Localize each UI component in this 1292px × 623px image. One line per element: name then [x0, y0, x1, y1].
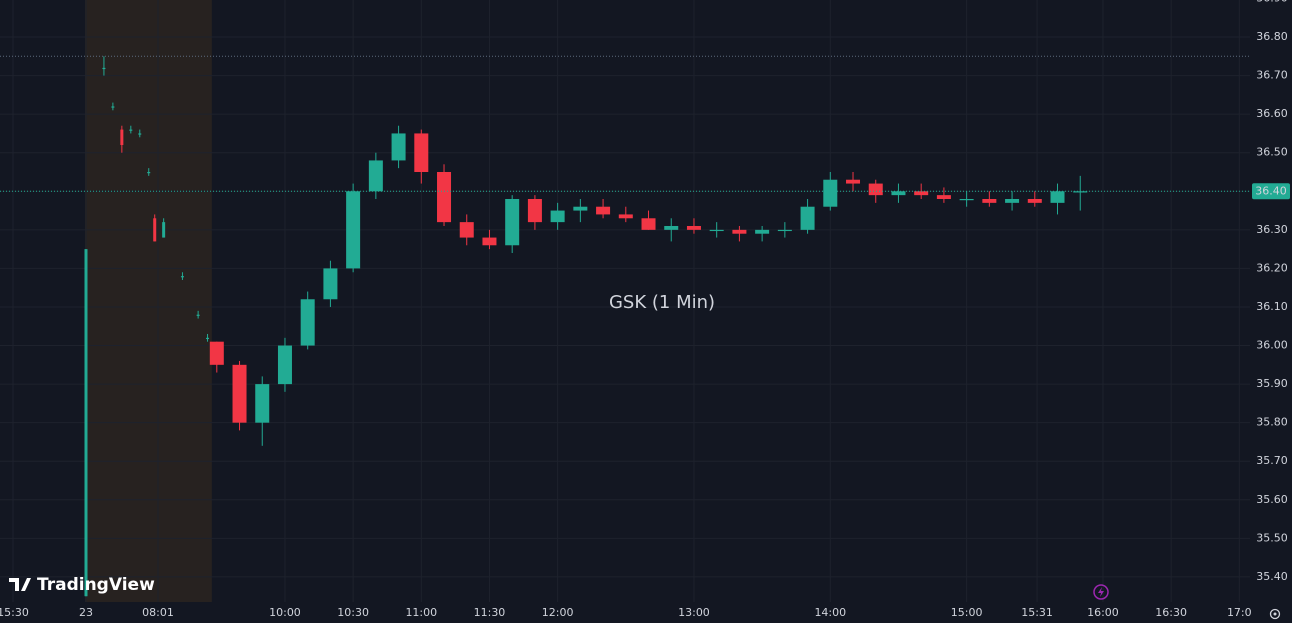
x-tick-label: 11:30	[474, 606, 506, 619]
candle-body	[138, 133, 142, 135]
y-tick-label: 36.50	[1256, 146, 1288, 159]
y-tick-label: 35.40	[1256, 570, 1288, 583]
candle-body	[1027, 198, 1042, 203]
candle-body	[368, 160, 383, 192]
candle-body	[147, 172, 151, 174]
candle-body	[255, 384, 270, 423]
candle-body	[618, 214, 633, 219]
candle-body	[982, 198, 997, 203]
candle-body	[800, 206, 815, 230]
candle-body	[573, 206, 588, 211]
x-tick-label: 10:30	[337, 606, 369, 619]
y-tick-label: 36.30	[1256, 223, 1288, 236]
x-tick-label: 23	[79, 606, 93, 619]
candle-body	[232, 364, 247, 423]
candle-body	[102, 67, 106, 70]
x-tick-label: 17:0	[1227, 606, 1252, 619]
y-tick-label: 36.80	[1256, 30, 1288, 43]
last-price-badge	[1252, 183, 1290, 200]
candle-body	[936, 195, 951, 199]
y-tick-label: 36.10	[1256, 300, 1288, 313]
brand-text: TradingView	[37, 575, 155, 595]
candle-body	[777, 229, 792, 232]
x-tick-label: 12:00	[542, 606, 574, 619]
x-tick-label: 13:00	[678, 606, 710, 619]
candle-body	[550, 210, 565, 223]
watermark-title: GSK (1 Min)	[609, 292, 715, 313]
x-tick-label: 15:30	[0, 606, 29, 619]
y-tick-label: 35.70	[1256, 454, 1288, 467]
logo-icon	[9, 578, 31, 591]
y-tick-label: 36.70	[1256, 69, 1288, 82]
y-tick-label: 35.50	[1256, 531, 1288, 544]
candle-body	[959, 198, 974, 201]
candle-body	[437, 172, 452, 223]
candle-body	[664, 225, 679, 230]
extended-hours-band	[85, 0, 212, 602]
x-tick-label: 16:00	[1087, 606, 1119, 619]
candle-body	[459, 222, 474, 238]
candle-body	[755, 229, 770, 234]
y-tick-label: 36.00	[1256, 339, 1288, 352]
candle-body	[206, 337, 210, 340]
x-tick-label: 16:30	[1155, 606, 1187, 619]
candle-body	[709, 229, 724, 232]
candle-body	[732, 229, 747, 234]
candle-body	[391, 133, 406, 161]
candle-body	[153, 218, 157, 242]
candle-body	[162, 222, 166, 238]
candle-body	[84, 249, 88, 597]
candle-body	[1005, 198, 1020, 203]
candle-body	[180, 276, 184, 278]
candle-body	[641, 218, 656, 230]
y-tick-label: 36.20	[1256, 261, 1288, 274]
y-tick-label: 35.80	[1256, 416, 1288, 429]
y-tick-label: 36.90	[1256, 0, 1288, 4]
x-tick-label: 15:31	[1021, 606, 1053, 619]
candle-body	[129, 129, 133, 131]
candle-body	[323, 268, 338, 300]
candle-body	[1050, 191, 1065, 203]
x-tick-label: 15:00	[951, 606, 983, 619]
x-tick-label: 08:01	[142, 606, 174, 619]
candle-body	[846, 179, 861, 184]
last-price-label: 36.40	[1255, 184, 1287, 197]
candle-body	[914, 191, 929, 196]
x-tick-label: 10:00	[269, 606, 301, 619]
candle-body	[482, 237, 497, 246]
settings-icon[interactable]	[1269, 608, 1281, 620]
candle-body	[1073, 191, 1088, 193]
x-tick-label: 14:00	[814, 606, 846, 619]
brand-logo: TradingView	[9, 575, 155, 595]
candle-body	[346, 191, 361, 269]
candle-body	[300, 299, 315, 346]
candle-body	[120, 129, 124, 146]
candle-body	[891, 191, 906, 196]
candle-body	[686, 225, 701, 230]
candle-body	[277, 345, 292, 385]
y-tick-label: 35.60	[1256, 493, 1288, 506]
candle-body	[527, 198, 542, 223]
candle-body	[596, 206, 611, 215]
candle-body	[505, 198, 520, 246]
y-tick-label: 36.60	[1256, 107, 1288, 120]
candle-body	[414, 133, 429, 172]
candle-body	[111, 106, 115, 108]
candle-body	[823, 179, 838, 207]
candle-body	[868, 183, 883, 196]
x-tick-label: 11:00	[405, 606, 437, 619]
candle-body	[209, 341, 224, 365]
candle-body	[196, 314, 200, 316]
replay-icon[interactable]	[1093, 584, 1109, 600]
y-tick-label: 35.90	[1256, 377, 1288, 390]
